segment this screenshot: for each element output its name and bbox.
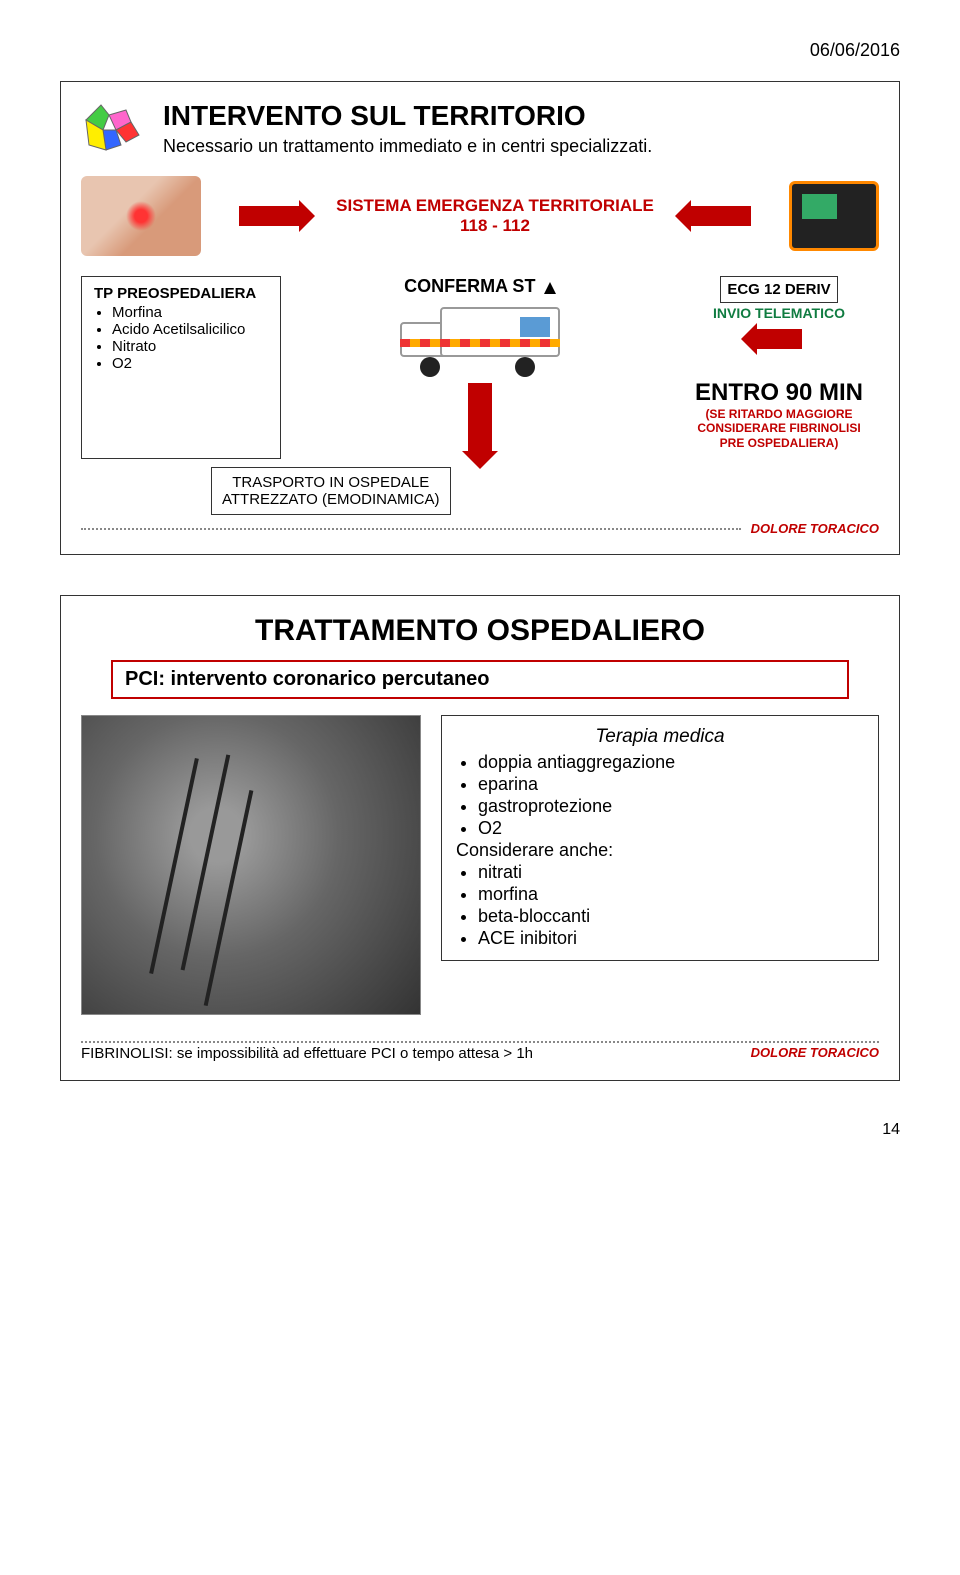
center-column: CONFERMA ST: [291, 276, 669, 459]
mid-row: TP PREOSPEDALIERA Morfina Acido Acetilsa…: [81, 276, 879, 459]
terapia-column: Terapia medica doppia antiaggregazione e…: [441, 715, 879, 1015]
terapia-item: doppia antiaggregazione: [478, 752, 864, 773]
tp-title: TP PREOSPEDALIERA: [94, 285, 268, 302]
terapia-item: morfina: [478, 884, 864, 905]
tp-item: Acido Acetilsalicilico: [112, 321, 268, 338]
system-row: SISTEMA EMERGENZA TERRITORIALE 118 - 112: [81, 176, 879, 256]
trasporto-line1: TRASPORTO IN OSPEDALE: [222, 474, 440, 491]
tp-item: Nitrato: [112, 338, 268, 355]
dolore-label-2: DOLORE TORACICO: [751, 1045, 879, 1060]
tp-item: Morfina: [112, 304, 268, 321]
terapia-item: beta-bloccanti: [478, 906, 864, 927]
ecg-column: ECG 12 DERIV INVIO TELEMATICO ENTRO 90 M…: [679, 276, 879, 459]
trasporto-line2: ATTREZZATO (EMODINAMICA): [222, 491, 440, 508]
slide2-title: TRATTAMENTO OSPEDALIERO: [81, 614, 879, 648]
page: 06/06/2016 INTERVENTO SUL TERRITORIO Nec…: [0, 0, 960, 1159]
terapia-box: Terapia medica doppia antiaggregazione e…: [441, 715, 879, 961]
pci-box: PCI: intervento coronarico percutaneo: [111, 660, 849, 699]
terapia-list-2: nitrati morfina beta-bloccanti ACE inibi…: [456, 862, 864, 949]
arrow-down-icon: [468, 383, 492, 453]
dotline-row-2: [81, 1041, 879, 1043]
slide-1: INTERVENTO SUL TERRITORIO Necessario un …: [60, 81, 900, 555]
conferma-label: CONFERMA ST: [404, 276, 535, 297]
slide1-header: INTERVENTO SUL TERRITORIO Necessario un …: [81, 100, 879, 160]
fibrino-text: FIBRINOLISI: se impossibilità ad effettu…: [81, 1045, 533, 1062]
dotted-line: [81, 528, 741, 530]
terapia-item: ACE inibitori: [478, 928, 864, 949]
angiography-image: [81, 715, 421, 1015]
terapia-item: O2: [478, 818, 864, 839]
slide1-title: INTERVENTO SUL TERRITORIO: [163, 100, 652, 132]
entro-label: ENTRO 90 MIN: [679, 379, 879, 407]
invio-label: INVIO TELEMATICO: [679, 305, 879, 321]
map-icon: [81, 100, 151, 160]
arrow-left-icon: [691, 206, 751, 226]
terapia-list-1: doppia antiaggregazione eparina gastropr…: [456, 752, 864, 839]
up-arrow-icon: [544, 282, 556, 294]
system-line1: SISTEMA EMERGENZA TERRITORIALE: [336, 196, 654, 216]
entro-sub-line: PRE OSPEDALIERA): [679, 436, 879, 450]
tp-preospedaliera-box: TP PREOSPEDALIERA Morfina Acido Acetilsa…: [81, 276, 281, 459]
title-block: INTERVENTO SUL TERRITORIO Necessario un …: [163, 100, 652, 160]
terapia-item: eparina: [478, 774, 864, 795]
entro-sub-line: (SE RITARDO MAGGIORE: [679, 407, 879, 421]
tp-item: O2: [112, 355, 268, 372]
terapia-item: nitrati: [478, 862, 864, 883]
system-line2: 118 - 112: [336, 216, 654, 236]
terapia-item: gastroprotezione: [478, 796, 864, 817]
arrow-right-icon: [239, 206, 299, 226]
entro-sub-line: CONSIDERARE FIBRINOLISI: [679, 421, 879, 435]
trasporto-row: TRASPORTO IN OSPEDALE ATTREZZATO (EMODIN…: [81, 467, 879, 515]
slide2-body: Terapia medica doppia antiaggregazione e…: [81, 715, 879, 1015]
tp-list: Morfina Acido Acetilsalicilico Nitrato O…: [94, 304, 268, 372]
slide1-subtitle: Necessario un trattamento immediato e in…: [163, 136, 652, 157]
date-header: 06/06/2016: [60, 40, 900, 61]
page-number: 14: [60, 1121, 900, 1139]
arrow-left-small-icon: [757, 329, 802, 349]
considerare-label: Considerare anche:: [456, 840, 864, 861]
defibrillator-image: [789, 181, 879, 251]
dotline-row: DOLORE TORACICO: [81, 521, 879, 536]
ecg-box: ECG 12 DERIV: [720, 276, 837, 303]
fibrino-row: FIBRINOLISI: se impossibilità ad effettu…: [81, 1043, 879, 1062]
chest-pain-image: [81, 176, 201, 256]
dolore-label: DOLORE TORACICO: [751, 521, 879, 536]
slide-2: TRATTAMENTO OSPEDALIERO PCI: intervento …: [60, 595, 900, 1081]
dotted-line: [81, 1041, 879, 1043]
entro-sub: (SE RITARDO MAGGIORE CONSIDERARE FIBRINO…: [679, 407, 879, 450]
terapia-title: Terapia medica: [456, 726, 864, 748]
system-text: SISTEMA EMERGENZA TERRITORIALE 118 - 112: [336, 196, 654, 237]
ambulance-image: [400, 307, 560, 377]
trasporto-box: TRASPORTO IN OSPEDALE ATTREZZATO (EMODIN…: [211, 467, 451, 515]
